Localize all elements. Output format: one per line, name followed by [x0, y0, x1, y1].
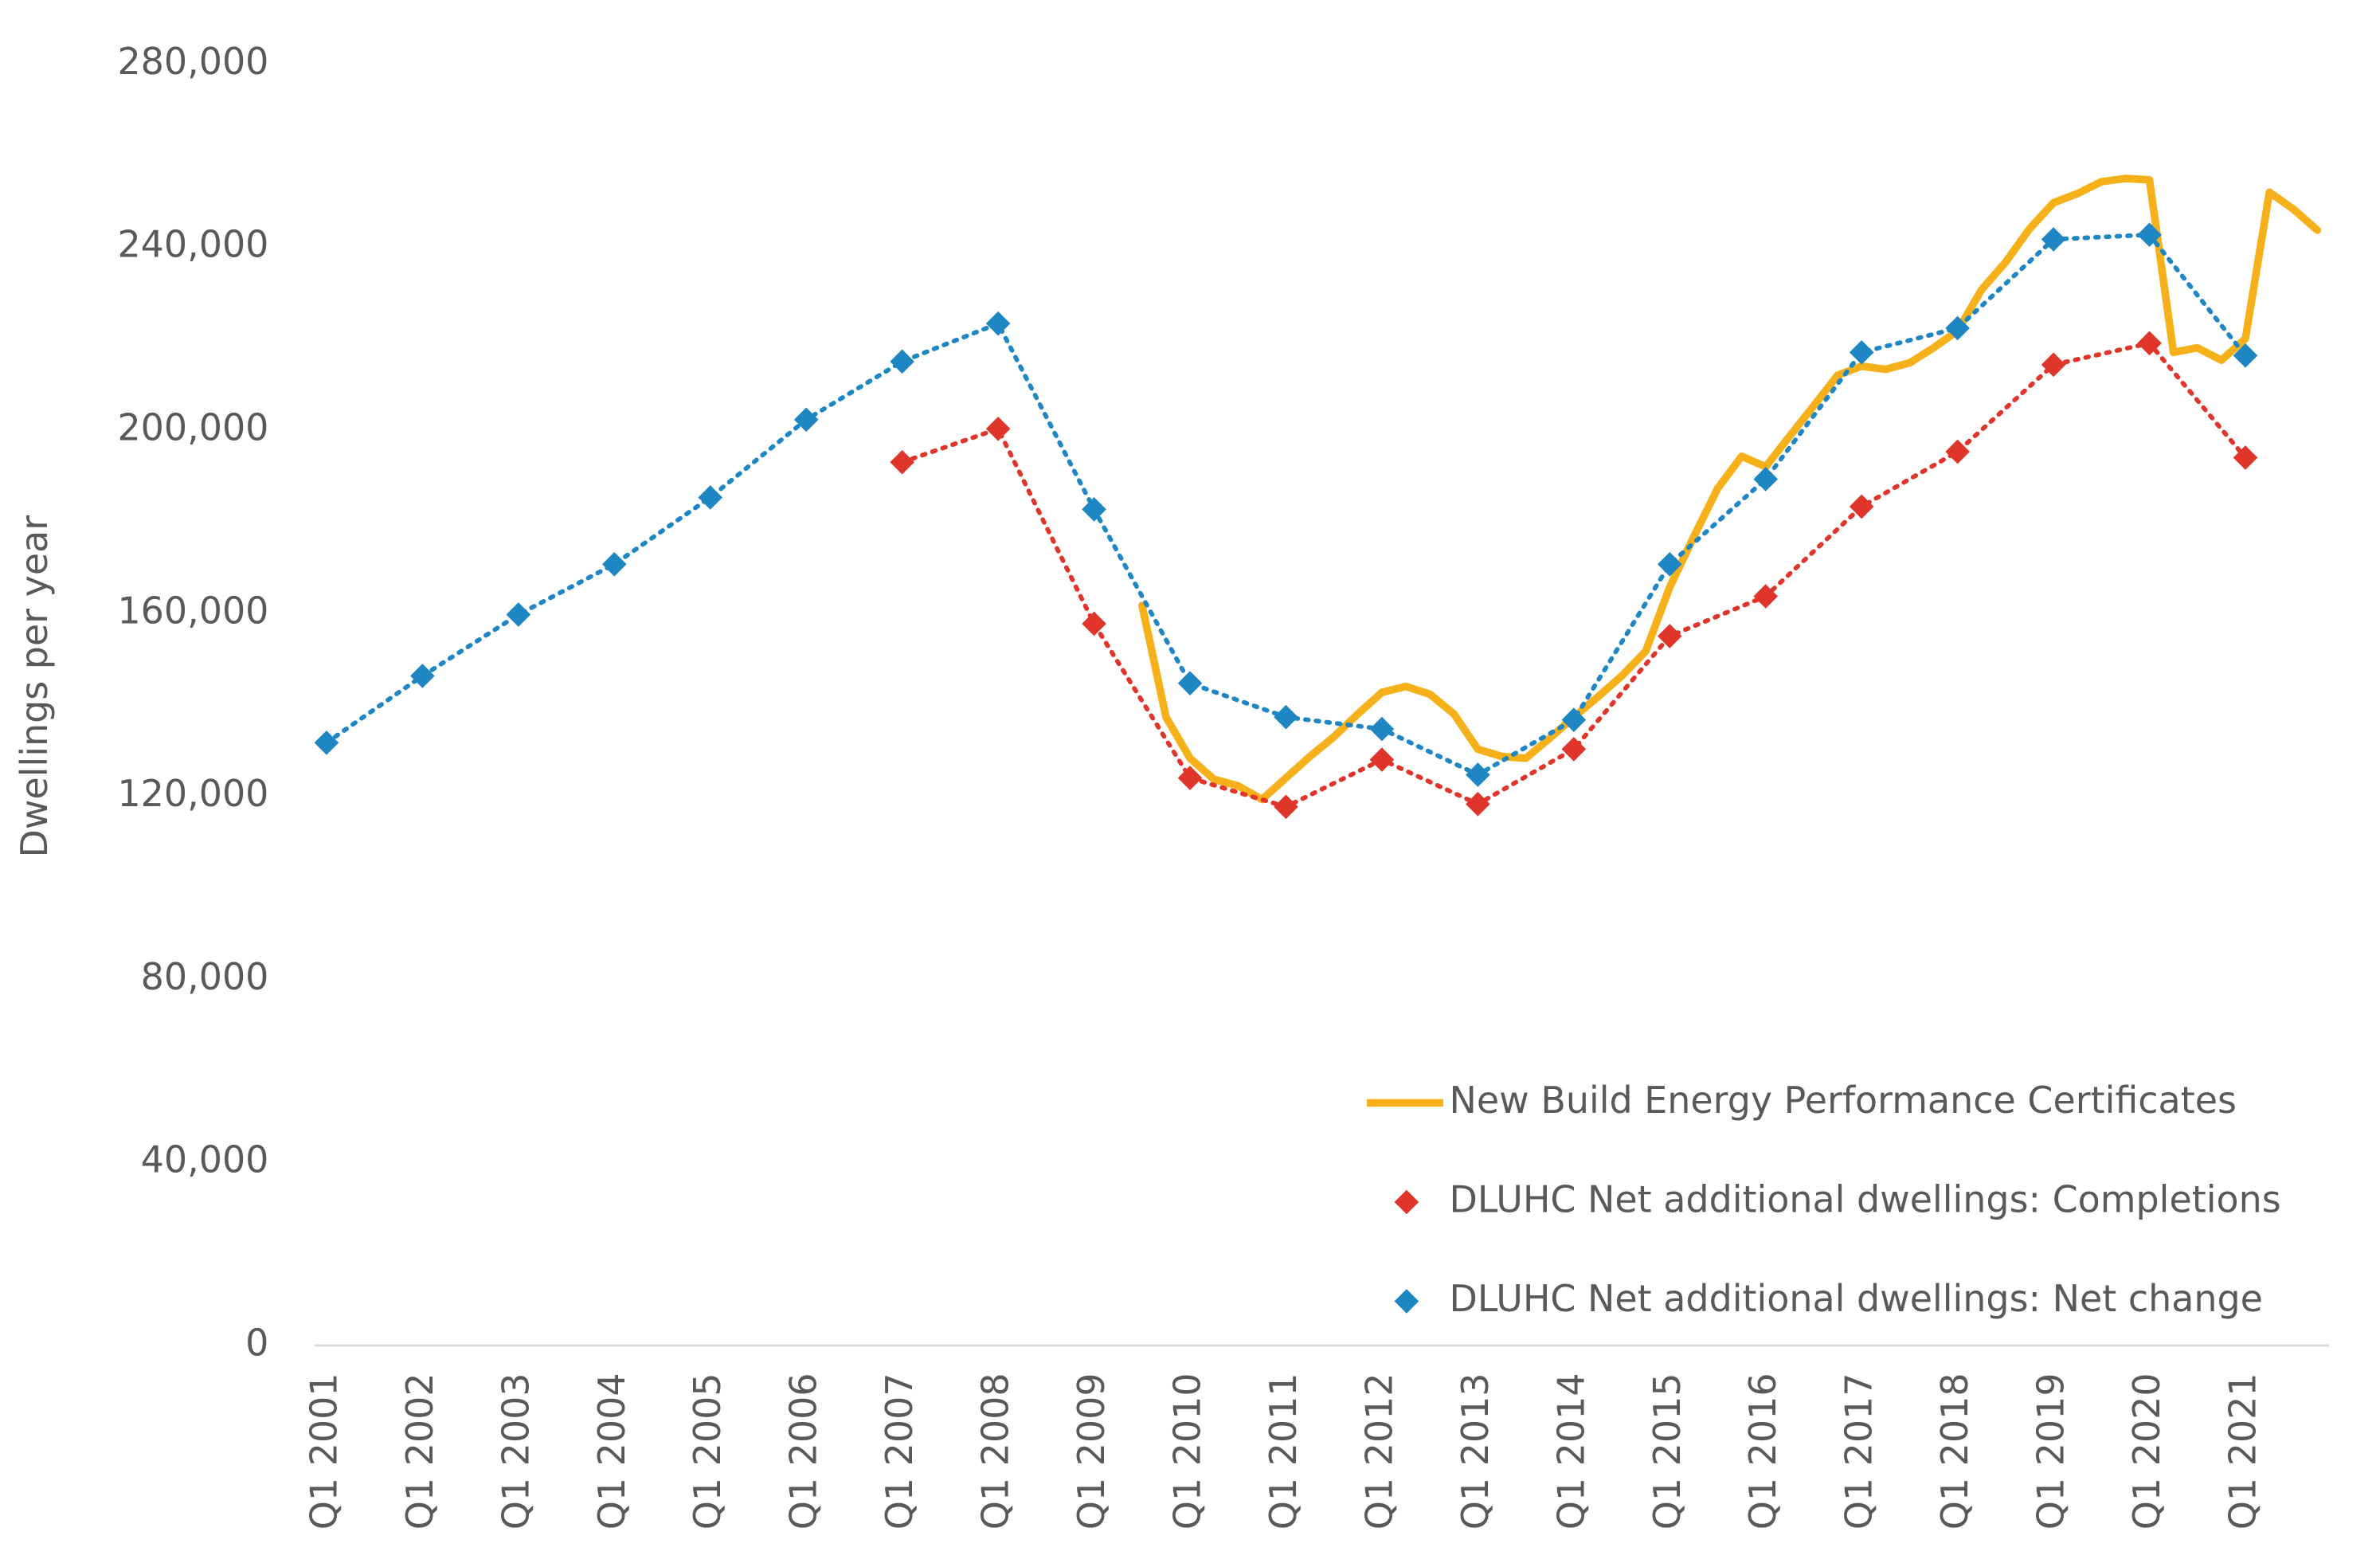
y-tick-label: 280,000 [117, 40, 268, 83]
legend-marker [1394, 1289, 1419, 1314]
legend-label: DLUHC Net additional dwellings: Completi… [1450, 1177, 2281, 1220]
series-line [1137, 174, 2322, 804]
x-tick-label: Q1 2021 [2221, 1373, 2265, 1530]
data-point [1466, 762, 1490, 787]
data-point [314, 731, 339, 755]
x-tick-label: Q1 2010 [1166, 1373, 1209, 1530]
data-point [601, 551, 627, 577]
data-point [890, 349, 914, 374]
data-point [1561, 737, 1587, 762]
x-tick-label: Q1 2016 [1741, 1373, 1784, 1530]
data-point [1369, 747, 1395, 772]
data-point [1274, 794, 1298, 820]
y-tick-label: 240,000 [117, 223, 268, 266]
legend-label: DLUHC Net additional dwellings: Net chan… [1450, 1277, 2263, 1320]
data-point [985, 311, 1011, 336]
data-point [2233, 445, 2258, 470]
x-tick-label: Q1 2008 [974, 1373, 1017, 1530]
data-point [2233, 343, 2258, 368]
y-tick-label: 200,000 [117, 405, 268, 449]
data-point [1657, 551, 1682, 577]
data-point [985, 416, 1011, 441]
data-point [1177, 766, 1203, 790]
data-point [1274, 704, 1298, 730]
x-tick-label: Q1 2005 [686, 1373, 729, 1530]
x-tick-label: Q1 2006 [782, 1373, 825, 1530]
x-tick-label: Q1 2002 [398, 1373, 441, 1530]
data-point [1561, 707, 1587, 732]
x-tick-label: Q1 2018 [1933, 1373, 1976, 1530]
data-point [1657, 624, 1682, 648]
x-tick-label: Q1 2007 [878, 1373, 921, 1530]
x-tick-label: Q1 2011 [1262, 1373, 1305, 1530]
data-point [890, 449, 914, 475]
data-point [1082, 611, 1106, 637]
data-point [2041, 227, 2066, 252]
x-tick-label: Q1 2020 [2125, 1373, 2168, 1530]
x-tick-label: Q1 2001 [302, 1373, 345, 1530]
legend-marker [1394, 1189, 1419, 1215]
data-point [1177, 671, 1203, 695]
y-axis-label: Dwellings per year [13, 515, 56, 858]
data-point [410, 664, 435, 688]
data-point [1466, 792, 1490, 817]
y-tick-label: 160,000 [117, 589, 268, 632]
legend-label: New Build Energy Performance Certificate… [1450, 1079, 2237, 1122]
x-tick-label: Q1 2017 [1838, 1373, 1881, 1530]
x-tick-label: Q1 2003 [494, 1373, 537, 1530]
series-line [324, 232, 2248, 778]
y-tick-label: 40,000 [141, 1138, 269, 1181]
x-tick-label: Q1 2019 [2030, 1373, 2073, 1530]
data-point [1082, 497, 1106, 522]
x-tick-label: Q1 2013 [1454, 1373, 1497, 1530]
y-tick-label: 80,000 [141, 955, 269, 998]
x-tick-label: Q1 2009 [1070, 1373, 1113, 1530]
data-point [1753, 467, 1779, 492]
data-point [2041, 352, 2066, 378]
x-tick-label: Q1 2012 [1357, 1373, 1400, 1530]
data-point [506, 602, 531, 627]
y-tick-label: 120,000 [117, 772, 268, 815]
x-tick-label: Q1 2015 [1646, 1373, 1689, 1530]
data-point [1945, 439, 1970, 464]
y-tick-label: 0 [245, 1321, 268, 1364]
data-point [1369, 716, 1395, 742]
series-line [899, 340, 2248, 809]
x-tick-label: Q1 2014 [1549, 1373, 1592, 1530]
x-tick-label: Q1 2004 [590, 1373, 633, 1530]
